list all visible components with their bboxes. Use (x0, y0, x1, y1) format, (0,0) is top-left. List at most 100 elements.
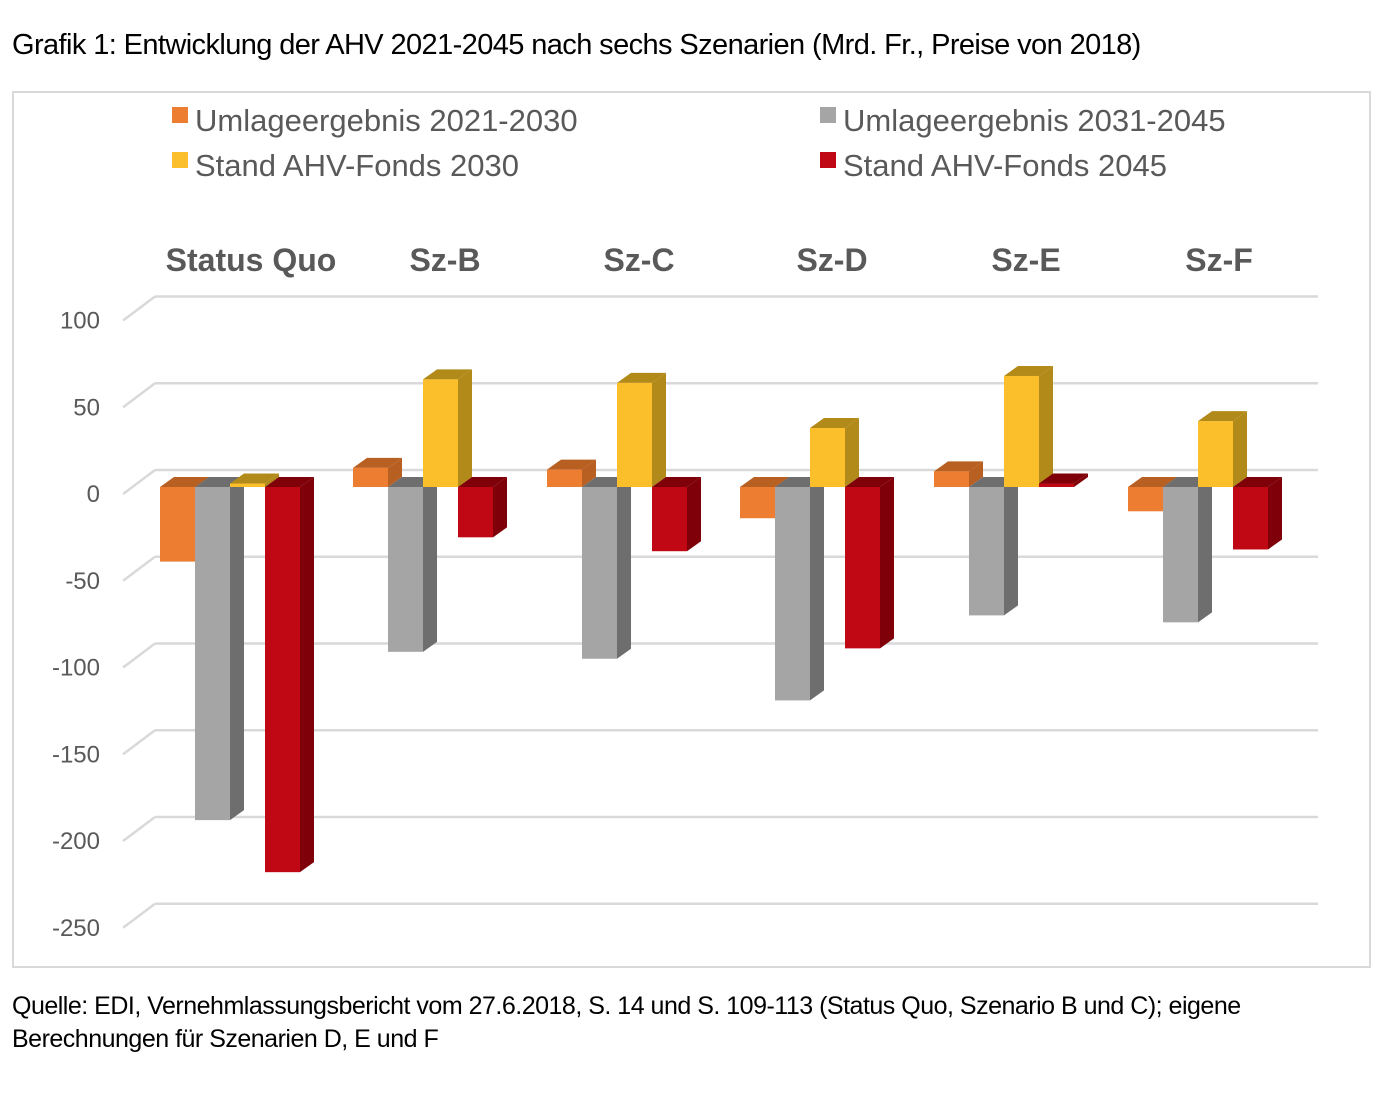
bar (1198, 411, 1247, 487)
bar (353, 457, 402, 487)
bar (423, 369, 472, 487)
bar-side-face (1004, 477, 1018, 616)
bar-side-face (388, 457, 402, 487)
bar-side-face (652, 372, 666, 487)
bar-top-face (230, 473, 279, 484)
legend-swatch (820, 152, 836, 168)
y-tick-label: -200 (52, 828, 100, 855)
bar-side-face (458, 369, 472, 487)
bar (1163, 477, 1212, 623)
bar-top-face (740, 477, 789, 487)
y-tick-label: -50 (65, 568, 100, 595)
bar-front-face (1233, 487, 1268, 550)
bar (1233, 477, 1282, 550)
gridlines (122, 295, 1318, 929)
bar-top-face (617, 372, 666, 383)
bar-front-face (810, 428, 845, 487)
bar (969, 477, 1018, 616)
bar-front-face (1163, 487, 1198, 623)
bars (160, 365, 1282, 873)
bar-top-face (810, 418, 859, 429)
bar-front-face (582, 487, 617, 659)
legend-swatch (172, 152, 188, 168)
bar-top-face (1128, 477, 1177, 487)
category-labels: Status Quo Sz-B Sz-C Sz-D Sz-E Sz-F (166, 242, 1253, 278)
legend-swatch (172, 107, 188, 123)
bar-top-face (423, 369, 472, 380)
bar-top-face (458, 477, 507, 487)
bar-side-face (1039, 365, 1053, 487)
y-tick-label: 0 (87, 481, 100, 508)
bar-top-face (934, 461, 983, 472)
bar-front-face (423, 379, 458, 487)
gridline-diagonal (122, 469, 156, 495)
bar (1039, 473, 1088, 487)
bar-front-face (458, 487, 493, 538)
bar-side-face (1233, 411, 1247, 487)
y-axis-ticks: 100 50 0 -50 -100 -150 -200 -250 (52, 308, 100, 942)
bar-side-face (845, 418, 859, 487)
bar (845, 477, 894, 649)
bar (617, 372, 666, 487)
chart-frame (12, 91, 1371, 968)
bar-front-face (1128, 487, 1163, 512)
bar (547, 459, 596, 487)
bar (934, 461, 983, 487)
bar (195, 477, 244, 821)
bar-top-face (1004, 365, 1053, 376)
bar (230, 473, 279, 487)
gridline-diagonal (122, 902, 156, 929)
bar-front-face (969, 487, 1004, 616)
gridline-diagonal (122, 382, 156, 409)
gridline-diagonal (122, 816, 156, 842)
bar-top-face (265, 477, 314, 487)
legend-label: Stand AHV-Fonds 2030 (195, 148, 519, 183)
bar-side-face (1198, 477, 1212, 623)
bar-front-face (617, 382, 652, 487)
source-note: Quelle: EDI, Vernehmlassungsbericht vom … (12, 992, 1241, 1053)
bar (652, 477, 701, 552)
legend-swatch (820, 107, 836, 123)
chart-title: Grafik 1: Entwicklung der AHV 2021-2045 … (12, 29, 1141, 61)
bar-front-face (775, 487, 810, 701)
bar (1004, 365, 1053, 487)
category-label: Status Quo (166, 242, 337, 278)
bar-side-face (969, 461, 983, 487)
bar-front-face (547, 469, 582, 487)
y-tick-label: 50 (73, 394, 100, 421)
bar-side-face (423, 477, 437, 652)
bar-side-face (880, 477, 894, 649)
bar-front-face (740, 487, 775, 519)
bar-front-face (160, 487, 195, 562)
bar-front-face (1004, 375, 1039, 487)
gridline-diagonal (122, 295, 156, 322)
bar-front-face (195, 487, 230, 821)
bar-top-face (652, 477, 701, 487)
category-label: Sz-E (991, 242, 1060, 278)
gridline-diagonal (122, 729, 156, 756)
bar-front-face (1039, 483, 1074, 487)
bar-front-face (353, 467, 388, 487)
bar-front-face (1198, 421, 1233, 487)
gridline-diagonal (122, 642, 156, 669)
bar-top-face (353, 457, 402, 468)
category-label: Sz-D (796, 242, 867, 278)
bar-side-face (230, 477, 244, 821)
bar-side-face (582, 459, 596, 487)
bar-side-face (300, 477, 314, 873)
bar-side-face (687, 477, 701, 552)
category-label: Sz-F (1185, 242, 1253, 278)
gridline-diagonal (122, 555, 156, 582)
legend: Umlageergebnis 2021-2030 Umlageergebnis 2… (172, 103, 1226, 183)
bar-front-face (845, 487, 880, 649)
bar-front-face (934, 471, 969, 487)
bar (265, 477, 314, 873)
bar (388, 477, 437, 652)
bar (582, 477, 631, 659)
bar-side-face (265, 473, 279, 487)
bar-top-face (1198, 411, 1247, 422)
bar-side-face (1074, 473, 1088, 487)
category-label: Sz-C (603, 242, 674, 278)
bar-side-face (1268, 477, 1282, 550)
